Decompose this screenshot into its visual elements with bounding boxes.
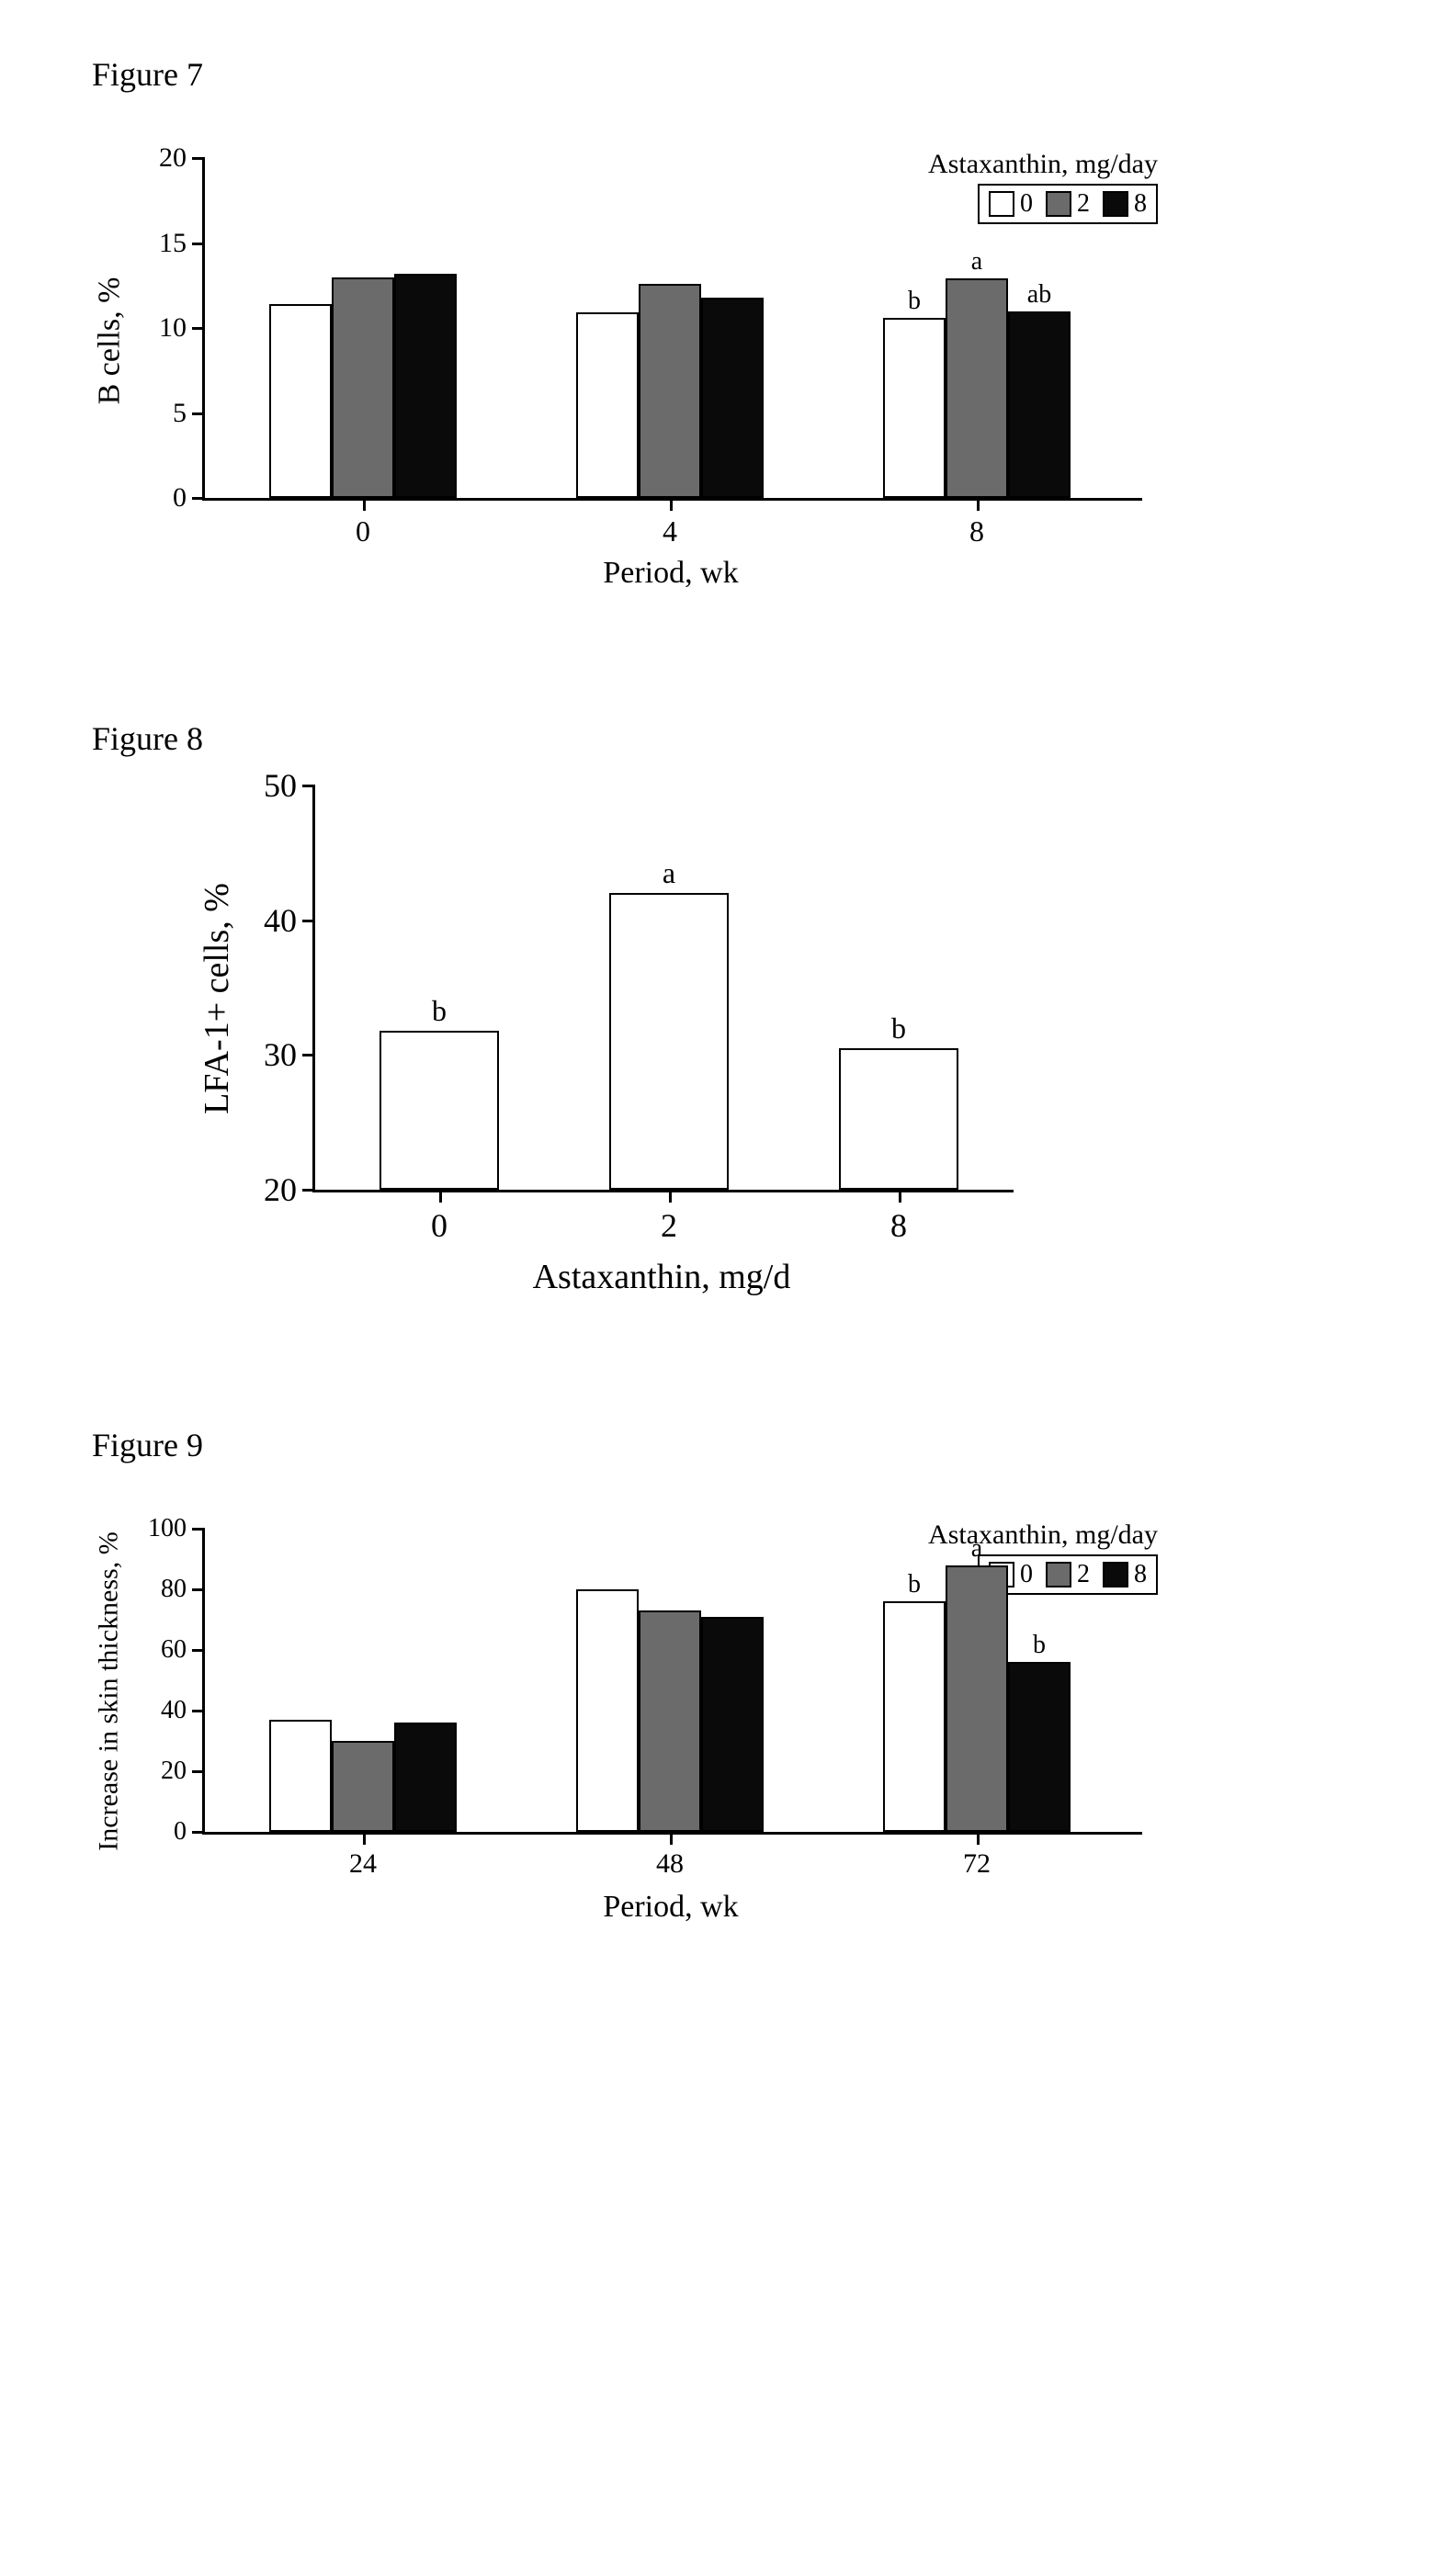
- bar: [269, 1720, 332, 1832]
- bar-annotation: b: [908, 287, 921, 316]
- bar: [394, 274, 457, 498]
- bar: [269, 304, 332, 498]
- x-tick-label: 8: [969, 498, 984, 548]
- bar: [1008, 1662, 1071, 1832]
- bar-annotation: a: [971, 247, 982, 277]
- bar: [946, 1565, 1008, 1832]
- figure-9-plot: 020406080100244872bab: [202, 1529, 1142, 1835]
- bar-annotation: b: [1033, 1631, 1046, 1660]
- bar: [609, 893, 729, 1190]
- x-tick-label: 4: [663, 498, 677, 548]
- bar: [576, 312, 639, 498]
- figure-7-ylabel: B cells, %: [92, 277, 127, 405]
- bar: [883, 1601, 946, 1832]
- figure-8: Figure 8 LFA-1+ cells, % 203040500b2a8b …: [74, 719, 1365, 1297]
- y-tick-label: 40: [264, 901, 315, 940]
- figure-9: Figure 9 Astaxanthin, mg/day 028 Increas…: [74, 1426, 1365, 1925]
- x-tick-label: 72: [963, 1832, 991, 1880]
- x-tick-label: 24: [349, 1832, 377, 1880]
- figure-8-title: Figure 8: [92, 719, 1365, 758]
- bar: [332, 277, 394, 499]
- figure-8-xlabel: Astaxanthin, mg/d: [312, 1257, 1011, 1297]
- y-tick-label: 0: [173, 482, 205, 514]
- x-tick-label: 0: [356, 498, 370, 548]
- figure-7-title: Figure 7: [92, 55, 1365, 94]
- bar: [883, 318, 946, 498]
- y-tick-label: 20: [159, 142, 205, 174]
- bar: [639, 1610, 701, 1832]
- bar: [839, 1048, 958, 1190]
- bar: [332, 1741, 394, 1832]
- bar-annotation: a: [663, 856, 675, 890]
- bar-annotation: b: [908, 1570, 921, 1599]
- figure-9-xlabel: Period, wk: [202, 1890, 1139, 1925]
- figure-9-title: Figure 9: [92, 1426, 1365, 1464]
- figure-8-ylabel: LFA-1+ cells, %: [197, 883, 237, 1114]
- bar: [394, 1723, 457, 1832]
- figure-9-chart: Astaxanthin, mg/day 028 Increase in skin…: [202, 1529, 1213, 1925]
- x-tick-label: 0: [431, 1190, 448, 1245]
- x-tick-label: 8: [890, 1190, 907, 1245]
- bar: [701, 298, 764, 498]
- y-tick-label: 15: [159, 228, 205, 259]
- bar: [380, 1031, 499, 1190]
- x-tick-label: 2: [661, 1190, 677, 1245]
- y-tick-label: 50: [264, 766, 315, 805]
- figure-9-ylabel: Increase in skin thickness, %: [94, 1531, 125, 1850]
- y-tick-label: 60: [161, 1635, 205, 1665]
- figure-7-xlabel: Period, wk: [202, 556, 1139, 591]
- y-tick-label: 40: [161, 1696, 205, 1725]
- figure-8-chart: LFA-1+ cells, % 203040500b2a8b Astaxanth…: [312, 785, 1139, 1297]
- bar-annotation: ab: [1027, 280, 1051, 310]
- y-tick-label: 5: [173, 398, 205, 429]
- y-tick-label: 80: [161, 1575, 205, 1604]
- bar: [639, 284, 701, 498]
- bar: [1008, 311, 1071, 499]
- bar-annotation: a: [971, 1534, 982, 1564]
- y-tick-label: 100: [148, 1514, 205, 1543]
- figure-7: Figure 7 Astaxanthin, mg/day 028 B cells…: [74, 55, 1365, 591]
- y-tick-label: 20: [161, 1757, 205, 1786]
- y-tick-label: 0: [174, 1817, 205, 1847]
- bar: [946, 278, 1008, 498]
- y-tick-label: 20: [264, 1170, 315, 1209]
- figure-7-plot: 05101520048baab: [202, 158, 1142, 501]
- bar-annotation: b: [891, 1011, 906, 1045]
- x-tick-label: 48: [656, 1832, 684, 1880]
- figure-8-plot: 203040500b2a8b: [312, 785, 1014, 1192]
- y-tick-label: 30: [264, 1035, 315, 1074]
- bar: [701, 1617, 764, 1832]
- y-tick-label: 10: [159, 312, 205, 344]
- bar: [576, 1589, 639, 1832]
- figure-7-chart: Astaxanthin, mg/day 028 B cells, % 05101…: [202, 158, 1213, 591]
- bar-annotation: b: [432, 994, 447, 1028]
